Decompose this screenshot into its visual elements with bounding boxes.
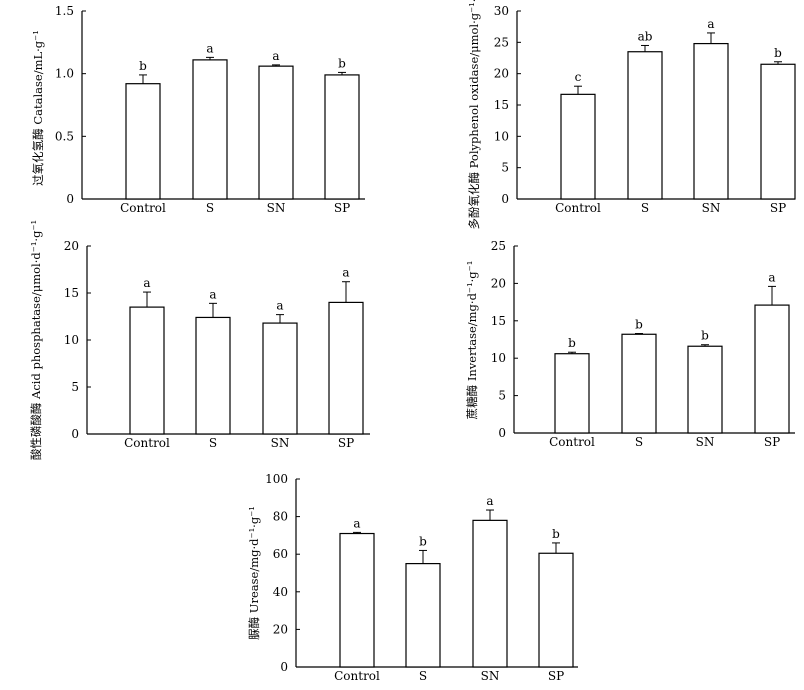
category-label-urease: SN	[481, 669, 500, 683]
category-label-invertase: SP	[764, 435, 780, 449]
ytick-label-acid-phosphatase: 5	[71, 380, 79, 394]
significance-label-catalase: a	[272, 49, 279, 63]
ytick-label-polyphenol-oxidase: 30	[494, 4, 509, 18]
panel-acid-phosphatase: 酸性磷酸酶 Acid phosphatase/μmol·d⁻¹·g⁻¹ 0 5 10…	[29, 220, 370, 460]
category-label-acid-phosphatase: Control	[124, 436, 170, 450]
ytick-label-urease: 40	[273, 585, 288, 599]
ytick-label-invertase: 15	[491, 314, 506, 328]
panel-polyphenol-oxidase: 多酚氧化酶 Polyphenol oxidase/μmol·g⁻¹·h⁻¹ 0 5…	[467, 0, 796, 230]
ytick-label-invertase: 25	[491, 239, 506, 253]
ytick-label-acid-phosphatase: 10	[64, 333, 79, 347]
bar-polyphenol-oxidase	[693, 42, 729, 200]
significance-label-catalase: a	[206, 41, 213, 55]
significance-label-invertase: b	[568, 336, 576, 350]
significance-label-polyphenol-oxidase: ab	[638, 29, 653, 43]
ylabel-catalase: 过氧化氢酶 Catalase/mL·g⁻¹	[31, 30, 45, 186]
category-label-urease: Control	[334, 669, 380, 683]
category-label-polyphenol-oxidase: SP	[770, 201, 786, 215]
bar-urease	[472, 519, 508, 668]
significance-label-catalase: b	[338, 56, 346, 70]
ytick-label-urease: 20	[273, 622, 288, 636]
bar-catalase	[192, 59, 228, 200]
category-label-acid-phosphatase: SP	[338, 436, 354, 450]
category-label-catalase: Control	[120, 201, 166, 215]
bar-polyphenol-oxidase	[760, 63, 796, 200]
ytick-label-invertase: 5	[498, 389, 506, 403]
bar-invertase	[687, 345, 723, 434]
ytick-label-urease: 100	[265, 472, 288, 486]
ytick-label-polyphenol-oxidase: 15	[494, 98, 509, 112]
ytick-label-polyphenol-oxidase: 10	[494, 129, 509, 143]
significance-label-urease: b	[419, 534, 427, 548]
significance-label-polyphenol-oxidase: b	[774, 46, 782, 60]
significance-label-invertase: a	[768, 270, 775, 284]
category-label-polyphenol-oxidase: Control	[555, 201, 601, 215]
panel-urease: 脲酶 Urease/mg·d⁻¹·g⁻¹ 0 20 40 60 80 100 a Contro…	[247, 472, 578, 683]
significance-label-polyphenol-oxidase: c	[575, 70, 582, 84]
panel-catalase: 过氧化氢酶 Catalase/mL·g⁻¹ 0 0.5 1.0 1.5 b Control…	[31, 4, 365, 215]
category-label-invertase: S	[635, 435, 643, 449]
significance-label-acid-phosphatase: a	[276, 299, 283, 313]
ytick-label-urease: 80	[273, 510, 288, 524]
bar-urease	[339, 532, 375, 668]
bar-acid-phosphatase	[129, 306, 165, 435]
bar-invertase	[554, 353, 590, 434]
ylabel-urease: 脲酶 Urease/mg·d⁻¹·g⁻¹	[247, 506, 261, 640]
significance-label-urease: a	[353, 516, 360, 530]
significance-label-invertase: b	[701, 329, 709, 343]
category-label-urease: SP	[548, 669, 564, 683]
ytick-label-urease: 0	[280, 660, 288, 674]
bar-acid-phosphatase	[195, 316, 231, 435]
ytick-label-polyphenol-oxidase: 5	[501, 161, 509, 175]
ytick-label-invertase: 0	[498, 426, 506, 440]
ylabel-invertase: 蔗糖酶 Invertase/mg·d⁻¹·g⁻¹	[465, 261, 479, 420]
bar-catalase	[258, 65, 294, 200]
ytick-label-polyphenol-oxidase: 20	[494, 67, 509, 81]
ytick-label-urease: 60	[273, 547, 288, 561]
category-label-catalase: SN	[267, 201, 286, 215]
bar-urease	[538, 552, 574, 668]
significance-label-catalase: b	[139, 59, 147, 73]
ytick-label-acid-phosphatase: 0	[71, 427, 79, 441]
category-label-acid-phosphatase: S	[209, 436, 217, 450]
ytick-label-polyphenol-oxidase: 25	[494, 35, 509, 49]
category-label-catalase: S	[206, 201, 214, 215]
category-label-urease: S	[419, 669, 427, 683]
category-label-invertase: Control	[549, 435, 595, 449]
ylabel-acid-phosphatase: 酸性磷酸酶 Acid phosphatase/μmol·d⁻¹·g⁻¹	[29, 220, 43, 460]
ytick-label-invertase: 10	[491, 351, 506, 365]
category-label-invertase: SN	[696, 435, 715, 449]
ylabel-polyphenol-oxidase: 多酚氧化酶 Polyphenol oxidase/μmol·g⁻¹·h⁻¹	[467, 0, 481, 230]
bar-polyphenol-oxidase	[560, 93, 596, 200]
significance-label-polyphenol-oxidase: a	[707, 17, 714, 31]
bar-polyphenol-oxidase	[627, 51, 663, 200]
bar-invertase	[754, 304, 790, 434]
significance-label-acid-phosphatase: a	[342, 266, 349, 280]
bar-acid-phosphatase	[328, 301, 364, 435]
ytick-label-catalase: 0	[66, 192, 74, 206]
category-label-polyphenol-oxidase: S	[641, 201, 649, 215]
category-label-catalase: SP	[334, 201, 350, 215]
significance-label-urease: b	[552, 527, 560, 541]
significance-label-acid-phosphatase: a	[209, 287, 216, 301]
ytick-label-acid-phosphatase: 15	[64, 286, 79, 300]
ytick-label-acid-phosphatase: 20	[64, 239, 79, 253]
ytick-label-polyphenol-oxidase: 0	[501, 192, 509, 206]
significance-label-acid-phosphatase: a	[143, 276, 150, 290]
bar-urease	[405, 562, 441, 668]
bar-acid-phosphatase	[262, 322, 298, 435]
ytick-label-catalase: 1.5	[55, 4, 74, 18]
bar-catalase	[125, 83, 161, 200]
panel-invertase: 蔗糖酶 Invertase/mg·d⁻¹·g⁻¹ 0 5 10 15 20 25 b Cont…	[465, 239, 795, 449]
significance-label-urease: a	[486, 494, 493, 508]
category-label-acid-phosphatase: SN	[271, 436, 290, 450]
ytick-label-catalase: 0.5	[55, 129, 74, 143]
ytick-label-catalase: 1.0	[55, 67, 74, 81]
ytick-label-invertase: 20	[491, 276, 506, 290]
bar-invertase	[621, 333, 657, 434]
bar-catalase	[324, 74, 360, 200]
category-label-polyphenol-oxidase: SN	[702, 201, 721, 215]
significance-label-invertase: b	[635, 318, 643, 332]
